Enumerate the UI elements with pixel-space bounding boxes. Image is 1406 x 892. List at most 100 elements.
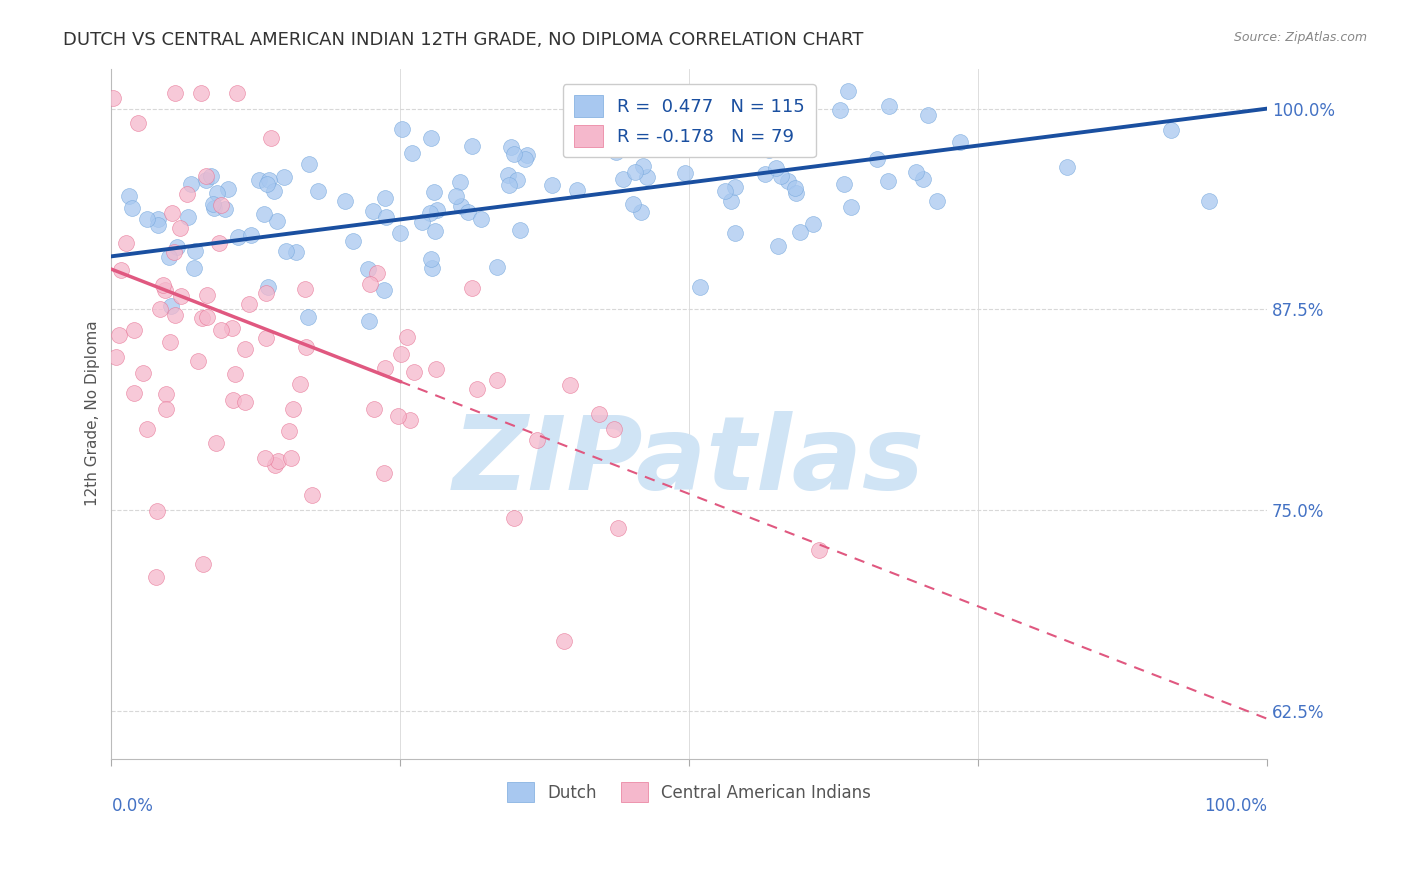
Point	[294, 282, 316, 296]
Point	[465, 382, 488, 396]
Point	[541, 178, 564, 192]
Point	[917, 108, 939, 122]
Point	[423, 186, 446, 200]
Point	[1198, 194, 1220, 209]
Text: Source: ZipAtlas.com: Source: ZipAtlas.com	[1233, 31, 1367, 45]
Point	[560, 378, 582, 392]
Point	[605, 145, 627, 160]
Point	[789, 225, 811, 239]
Point	[399, 413, 422, 427]
Point	[266, 214, 288, 228]
Point	[785, 181, 807, 195]
Point	[486, 260, 509, 275]
Point	[146, 503, 169, 517]
Point	[256, 177, 278, 191]
Point	[169, 221, 191, 235]
Point	[104, 350, 127, 364]
Point	[136, 212, 159, 227]
Point	[496, 169, 519, 183]
Point	[373, 283, 395, 297]
Point	[224, 368, 246, 382]
Point	[200, 169, 222, 183]
Point	[461, 281, 484, 295]
Point	[607, 521, 630, 535]
Point	[115, 236, 138, 251]
Point	[298, 157, 321, 171]
Point	[582, 108, 605, 122]
Y-axis label: 12th Grade, No Diploma: 12th Grade, No Diploma	[86, 321, 100, 507]
Point	[190, 310, 212, 325]
Text: 0.0%: 0.0%	[111, 797, 153, 814]
Point	[121, 201, 143, 215]
Point	[127, 116, 149, 130]
Point	[146, 211, 169, 226]
Point	[837, 84, 859, 98]
Point	[110, 263, 132, 277]
Point	[866, 152, 889, 166]
Point	[470, 212, 492, 227]
Text: 100.0%: 100.0%	[1204, 797, 1267, 814]
Point	[420, 260, 443, 275]
Point	[769, 169, 792, 183]
Point	[145, 570, 167, 584]
Point	[176, 186, 198, 201]
Point	[374, 210, 396, 224]
Point	[263, 184, 285, 198]
Point	[832, 177, 855, 191]
Point	[208, 235, 231, 250]
Point	[204, 436, 226, 450]
Point	[754, 167, 776, 181]
Point	[457, 205, 479, 219]
Point	[776, 173, 799, 187]
Point	[217, 182, 239, 196]
Point	[190, 86, 212, 100]
Point	[155, 387, 177, 401]
Point	[283, 402, 305, 417]
Point	[444, 188, 467, 202]
Point	[720, 194, 742, 208]
Point	[588, 407, 610, 421]
Point	[374, 361, 396, 376]
Text: ZIPatlas: ZIPatlas	[453, 411, 925, 513]
Point	[389, 346, 412, 360]
Point	[254, 451, 277, 466]
Point	[402, 365, 425, 379]
Point	[426, 203, 449, 218]
Point	[801, 217, 824, 231]
Point	[118, 189, 141, 203]
Point	[267, 454, 290, 468]
Point	[257, 280, 280, 294]
Point	[274, 244, 297, 259]
Point	[307, 184, 329, 198]
Point	[631, 159, 654, 173]
Point	[612, 171, 634, 186]
Point	[160, 299, 183, 313]
Point	[195, 169, 218, 184]
Point	[499, 140, 522, 154]
Point	[513, 152, 536, 166]
Point	[602, 422, 624, 436]
Point	[689, 279, 711, 293]
Point	[163, 86, 186, 100]
Point	[295, 340, 318, 354]
Point	[238, 297, 260, 311]
Point	[1160, 123, 1182, 137]
Point	[202, 201, 225, 215]
Point	[450, 199, 472, 213]
Point	[195, 288, 218, 302]
Point	[363, 401, 385, 416]
Point	[949, 135, 972, 149]
Point	[157, 250, 180, 264]
Point	[214, 202, 236, 217]
Point	[374, 191, 396, 205]
Point	[808, 542, 831, 557]
Point	[136, 421, 159, 435]
Point	[280, 450, 302, 465]
Point	[222, 392, 245, 407]
Point	[278, 424, 301, 438]
Point	[253, 207, 276, 221]
Point	[758, 143, 780, 157]
Point	[184, 244, 207, 259]
Point	[163, 245, 186, 260]
Point	[828, 103, 851, 117]
